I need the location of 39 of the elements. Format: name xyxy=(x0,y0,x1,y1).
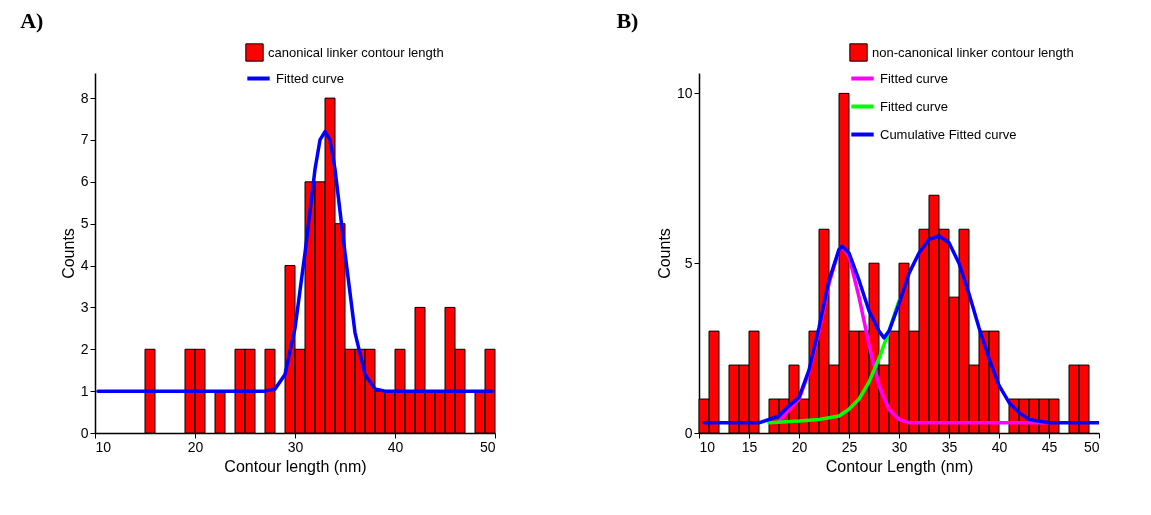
x-axis-title: Contour length (nm) xyxy=(224,457,367,475)
legend-label: Fitted curve xyxy=(880,98,948,114)
y-tick-label: 1 xyxy=(80,382,89,399)
y-tick-label: 0 xyxy=(80,424,89,441)
x-tick-label: 15 xyxy=(741,438,758,455)
x-tick-label: 10 xyxy=(95,438,112,455)
y-axis-title: Counts xyxy=(59,228,77,279)
x-tick-label: 10 xyxy=(699,438,716,455)
y-tick-label: 10 xyxy=(676,84,693,101)
legend-label: canonical linker contour length xyxy=(268,44,444,60)
x-tick-label: 50 xyxy=(1083,438,1100,455)
x-tick-label: 25 xyxy=(841,438,858,455)
y-tick-label: 4 xyxy=(80,257,89,274)
x-tick-label: 35 xyxy=(941,438,958,455)
legend-label: Cumulative Fitted curve xyxy=(880,126,1017,142)
legend-label: non-canonical linker contour length xyxy=(872,44,1074,60)
y-tick-label: 7 xyxy=(80,131,89,148)
y-tick-label: 2 xyxy=(80,340,89,357)
line-series xyxy=(96,129,494,393)
x-axis-title: Contour Length (nm) xyxy=(825,457,974,475)
legend-label: Fitted curve xyxy=(276,70,344,86)
x-tick-label: 40 xyxy=(991,438,1008,455)
legend-label: Fitted curve xyxy=(880,70,948,86)
x-tick-label: 20 xyxy=(791,438,808,455)
y-axis-title: Counts xyxy=(655,228,673,279)
x-tick-label: 30 xyxy=(891,438,908,455)
x-tick-label: 50 xyxy=(479,438,496,455)
chart-title: A) xyxy=(20,8,44,33)
y-tick-label: 5 xyxy=(684,254,693,271)
x-tick-label: 40 xyxy=(387,438,404,455)
y-tick-label: 0 xyxy=(684,424,693,441)
chart-title: B) xyxy=(616,8,639,33)
x-tick-label: 45 xyxy=(1041,438,1058,455)
y-tick-label: 3 xyxy=(80,298,89,315)
y-tick-label: 6 xyxy=(80,173,89,190)
y-tick-label: 8 xyxy=(80,89,89,106)
x-tick-label: 20 xyxy=(187,438,204,455)
x-tick-label: 30 xyxy=(287,438,304,455)
y-tick-label: 5 xyxy=(80,215,89,232)
